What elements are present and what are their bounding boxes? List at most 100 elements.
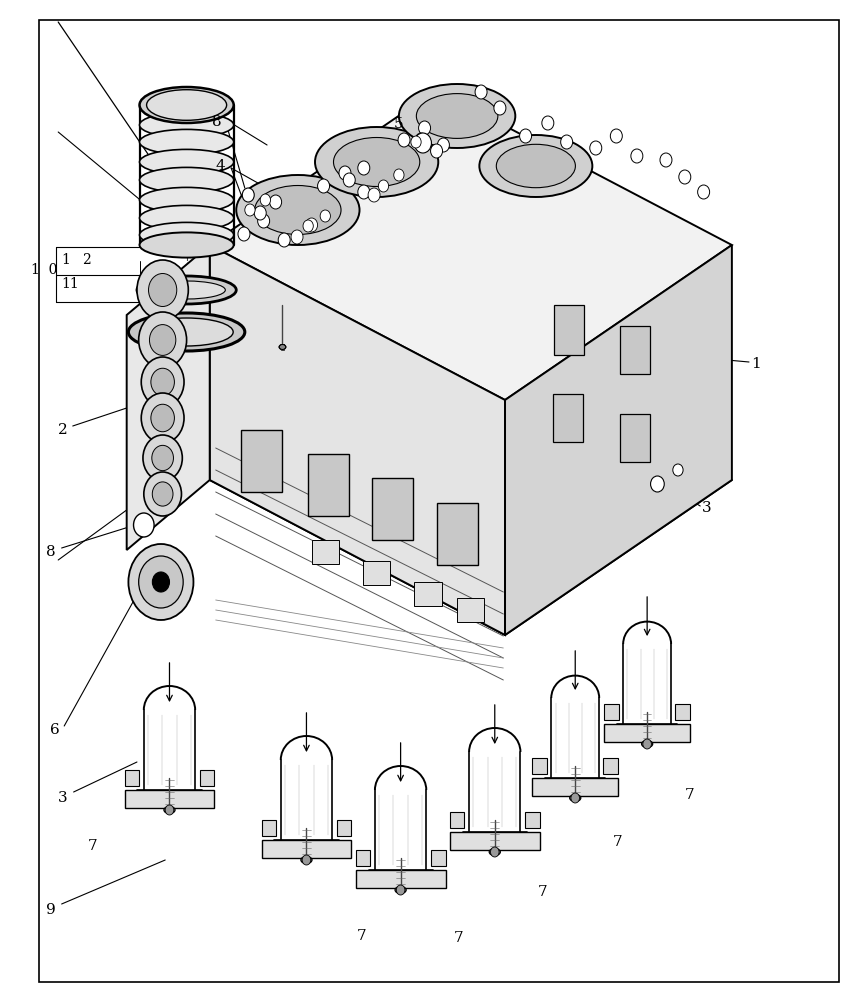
Circle shape (415, 133, 427, 147)
Text: 1: 1 (752, 357, 761, 371)
Text: 8: 8 (46, 545, 56, 559)
Circle shape (139, 556, 183, 608)
Circle shape (490, 847, 499, 857)
Ellipse shape (146, 90, 227, 120)
Bar (675, 704, 690, 720)
Polygon shape (210, 245, 505, 635)
Ellipse shape (279, 345, 286, 350)
Circle shape (673, 464, 683, 476)
Polygon shape (127, 245, 210, 550)
Bar (532, 758, 547, 774)
Circle shape (260, 194, 270, 206)
Ellipse shape (570, 794, 580, 802)
Circle shape (258, 214, 270, 228)
Circle shape (437, 138, 449, 152)
Circle shape (141, 357, 184, 407)
Circle shape (414, 133, 431, 153)
Circle shape (494, 101, 506, 115)
Circle shape (151, 368, 175, 396)
Ellipse shape (140, 222, 234, 248)
Circle shape (631, 149, 643, 163)
Circle shape (306, 218, 318, 232)
Circle shape (128, 544, 193, 620)
Circle shape (698, 185, 710, 199)
Circle shape (411, 136, 421, 148)
Circle shape (419, 121, 431, 135)
Circle shape (561, 135, 573, 149)
Ellipse shape (416, 94, 498, 138)
Bar (363, 561, 390, 585)
Text: 1: 1 (62, 253, 70, 267)
Circle shape (651, 476, 664, 492)
Ellipse shape (496, 144, 575, 188)
Circle shape (143, 435, 182, 481)
Bar (312, 540, 339, 564)
Circle shape (610, 129, 622, 143)
Bar (604, 724, 690, 742)
Text: 7: 7 (357, 929, 366, 943)
Text: 8: 8 (212, 115, 222, 129)
Bar (620, 414, 651, 462)
Circle shape (165, 805, 174, 815)
Ellipse shape (489, 848, 500, 855)
Ellipse shape (300, 856, 312, 863)
Circle shape (152, 445, 174, 471)
Circle shape (368, 188, 380, 202)
Ellipse shape (140, 167, 234, 193)
Bar (125, 770, 140, 786)
Circle shape (302, 855, 311, 865)
Bar (525, 812, 539, 828)
Circle shape (151, 404, 175, 432)
Circle shape (431, 144, 443, 158)
Text: 7: 7 (613, 835, 622, 849)
Ellipse shape (140, 205, 234, 231)
Circle shape (358, 161, 370, 175)
Bar (457, 598, 484, 622)
Ellipse shape (395, 887, 406, 894)
Circle shape (150, 325, 175, 355)
Bar (437, 503, 478, 565)
Bar (261, 840, 351, 858)
Ellipse shape (642, 740, 652, 748)
Bar (261, 820, 276, 836)
Circle shape (254, 206, 266, 220)
Text: 9: 9 (46, 903, 56, 917)
Bar (532, 778, 618, 796)
Bar (241, 430, 282, 492)
Text: 7: 7 (454, 931, 463, 945)
Circle shape (378, 180, 389, 192)
Bar (604, 704, 619, 720)
Circle shape (291, 230, 303, 244)
Circle shape (571, 793, 580, 803)
Bar (356, 850, 370, 866)
Circle shape (152, 572, 169, 592)
Bar (414, 582, 442, 606)
Circle shape (660, 153, 672, 167)
Ellipse shape (255, 186, 341, 234)
Text: 6: 6 (50, 723, 59, 737)
Bar (450, 832, 539, 850)
Circle shape (137, 260, 188, 320)
Circle shape (303, 220, 313, 232)
Bar (308, 454, 349, 516)
Bar (431, 850, 446, 866)
Text: 4: 4 (216, 159, 225, 173)
Ellipse shape (140, 318, 233, 346)
Ellipse shape (137, 276, 236, 304)
Circle shape (245, 204, 255, 216)
Circle shape (242, 188, 254, 202)
Ellipse shape (140, 232, 234, 258)
Bar (356, 870, 446, 888)
Text: 2: 2 (58, 423, 68, 437)
Ellipse shape (236, 175, 360, 245)
Circle shape (152, 482, 173, 506)
Bar (125, 790, 214, 808)
Ellipse shape (479, 135, 592, 197)
Text: 2: 2 (82, 253, 91, 267)
Bar (620, 326, 651, 374)
Bar (372, 478, 413, 540)
Ellipse shape (140, 187, 234, 213)
Circle shape (149, 273, 176, 306)
Text: 11: 11 (62, 277, 80, 291)
Ellipse shape (334, 137, 419, 186)
